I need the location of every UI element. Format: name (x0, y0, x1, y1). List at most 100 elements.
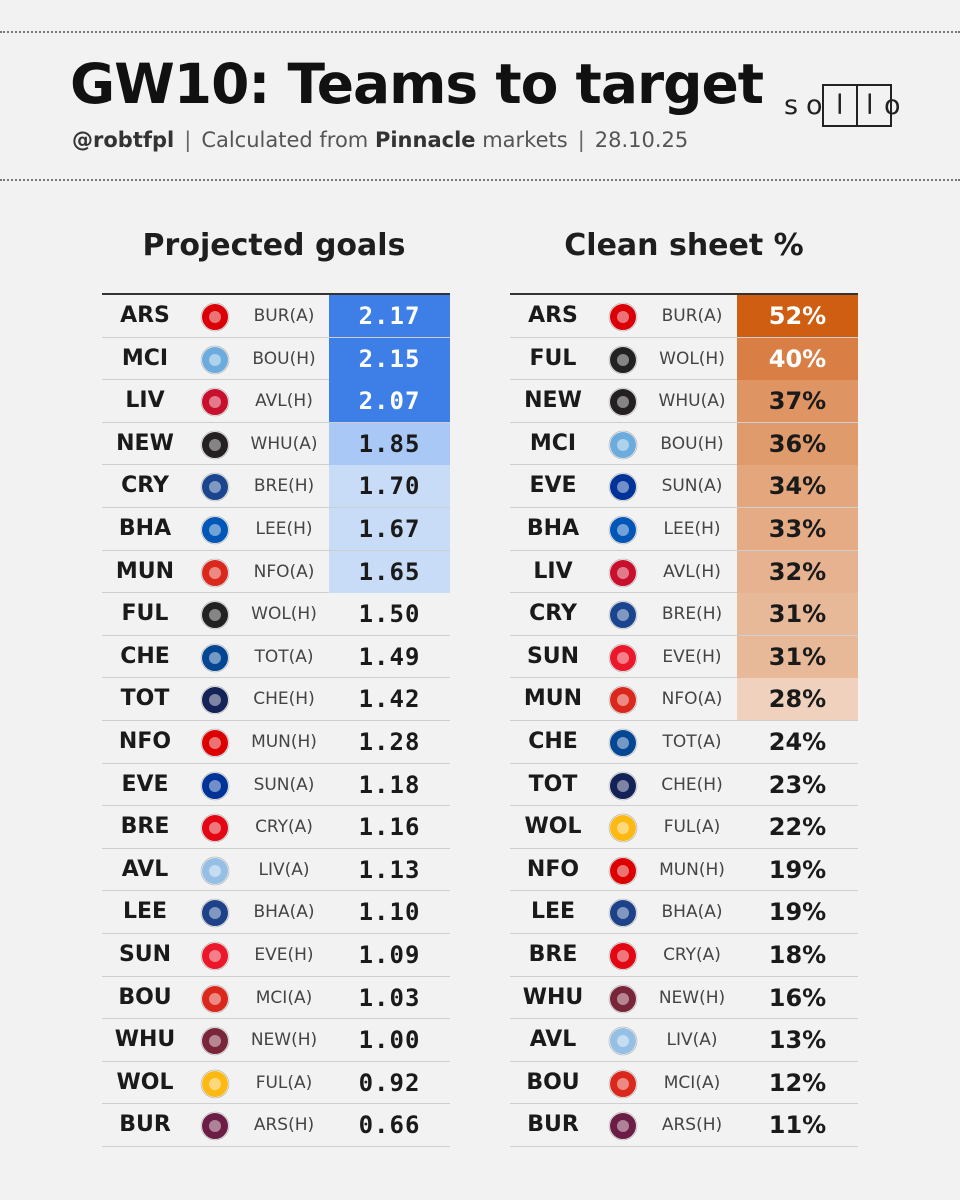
west-ham-badge-icon (606, 982, 640, 1016)
team-code: TOT (528, 771, 578, 797)
fixture: BHA(A) (661, 902, 723, 923)
table-row: NEW WHU(A) 1.85 (102, 422, 450, 466)
team-code: LEE (530, 899, 576, 925)
table-row: BOU MCI(A) 12% (510, 1062, 858, 1105)
team-code: NEW (524, 388, 582, 414)
tottenham-badge-icon (606, 769, 640, 803)
top-dotted-divider (0, 31, 960, 33)
team-code: EVE (121, 771, 169, 797)
table-row: WHU NEW(H) 16% (510, 977, 858, 1020)
projected-goals-value: 1.10 (358, 898, 421, 927)
table-row: ARS BUR(A) 52% (510, 295, 858, 338)
fixture: ARS(H) (661, 1115, 723, 1136)
fixture: TOT(A) (254, 646, 314, 667)
fixture: AVL(H) (663, 561, 721, 582)
clean-sheet-value: 31% (737, 635, 858, 678)
table-row: AVL LIV(A) 1.13 (102, 849, 450, 892)
fixture: WHU(A) (658, 391, 726, 412)
calc-source: Pinnacle (374, 128, 476, 152)
chelsea-badge-icon (606, 726, 640, 760)
team-code: BRE (528, 941, 578, 967)
clean-sheet-value: 34% (737, 465, 858, 508)
fixture: CHE(H) (661, 774, 723, 795)
leeds-badge-icon (198, 896, 232, 930)
clean-sheet-value: 40% (737, 337, 858, 380)
fixture: SUN(A) (661, 476, 723, 497)
projected-goals-value: 2.07 (329, 380, 450, 423)
fixture: AVL(H) (255, 391, 313, 412)
projected-goals-value: 1.50 (358, 600, 421, 629)
team-code: LIV (533, 558, 573, 584)
newcastle-badge-icon (606, 385, 640, 419)
team-code: ARS (120, 303, 170, 328)
projected-goals-value: 2.17 (329, 295, 450, 337)
fixture: WOL(H) (251, 604, 317, 625)
bournemouth-badge-icon (606, 1067, 640, 1101)
fixture: LEE(H) (663, 518, 721, 539)
logo-letter: o (806, 90, 823, 121)
team-code: MUN (523, 686, 583, 712)
crystal-palace-badge-icon (198, 470, 232, 504)
brighton-badge-icon (198, 513, 232, 547)
projected-goals-value: 1.85 (329, 422, 450, 465)
author-handle: @robtfpl (72, 128, 175, 152)
table-row: WHU NEW(H) 1.00 (102, 1019, 450, 1062)
fulham-badge-icon (606, 343, 640, 377)
team-code: FUL (121, 601, 169, 627)
projected-goals-value: 1.00 (358, 1026, 421, 1055)
fixture: NEW(H) (250, 1030, 318, 1051)
table-row: BUR ARS(H) 0.66 (102, 1104, 450, 1147)
fixture: NFO(A) (661, 689, 723, 710)
projected-goals-table: ARS BUR(A) 2.17 MCI BOU(H) 2.15 LIV AVL(H) 2.07 N… (102, 293, 450, 1147)
fixture: BHA(A) (253, 902, 315, 923)
team-code: CRY (529, 601, 577, 627)
forest-badge-icon (606, 854, 640, 888)
team-code: SUN (118, 941, 172, 967)
team-code: FUL (529, 345, 577, 371)
team-code: LIV (125, 388, 165, 414)
fixture: WOL(H) (659, 348, 725, 369)
projected-goals-value: 1.49 (358, 642, 421, 671)
team-code: AVL (121, 856, 169, 882)
team-code: SUN (526, 643, 580, 669)
team-code: WOL (524, 814, 582, 840)
team-code: NFO (118, 728, 172, 754)
team-code: CHE (528, 728, 578, 754)
table-row: SUN EVE(H) 31% (510, 635, 858, 679)
everton-badge-icon (198, 769, 232, 803)
team-code: CHE (120, 643, 170, 669)
table-row: MUN NFO(A) 28% (510, 678, 858, 721)
table-row: EVE SUN(A) 34% (510, 465, 858, 508)
header-dotted-divider (0, 179, 960, 181)
clean-sheet-value: 32% (737, 550, 858, 593)
clean-sheet-value: 36% (737, 422, 858, 465)
fixture: NEW(H) (658, 987, 726, 1008)
clean-sheet-value: 18% (768, 940, 827, 969)
fixture: MCI(A) (255, 987, 313, 1008)
table-row: MUN NFO(A) 1.65 (102, 550, 450, 594)
fixture: BUR(A) (661, 306, 723, 326)
leeds-badge-icon (606, 896, 640, 930)
team-code: NEW (116, 430, 174, 456)
clean-sheet-value: 11% (768, 1111, 827, 1140)
projected-goals-value: 1.09 (358, 940, 421, 969)
fixture: TOT(A) (662, 731, 722, 752)
team-code: BHA (118, 515, 172, 541)
projected-goals-value: 1.13 (358, 855, 421, 884)
aston-villa-badge-icon (606, 1024, 640, 1058)
projected-goals-value: 2.15 (329, 337, 450, 380)
fixture: CRY(A) (663, 944, 721, 965)
fixture: BRE(H) (253, 476, 315, 497)
table-row: NFO MUN(H) 1.28 (102, 721, 450, 764)
team-code: MUN (115, 558, 175, 584)
fulham-badge-icon (198, 598, 232, 632)
projected-goals-value: 1.70 (329, 465, 450, 508)
calc-prefix: Calculated from (201, 128, 369, 152)
team-code: LEE (122, 899, 168, 925)
page-title: GW10: Teams to target (70, 52, 764, 116)
cleansheet-section-title: Clean sheet % (564, 228, 804, 263)
table-row: CHE TOT(A) 1.49 (102, 636, 450, 679)
separator: | (577, 128, 585, 152)
logo-letter: s (784, 90, 799, 121)
goals-section-title: Projected goals (142, 228, 406, 263)
